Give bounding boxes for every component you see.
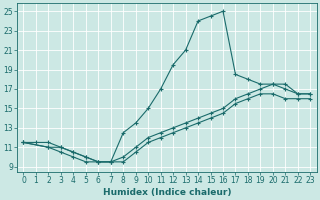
X-axis label: Humidex (Indice chaleur): Humidex (Indice chaleur) (103, 188, 231, 197)
